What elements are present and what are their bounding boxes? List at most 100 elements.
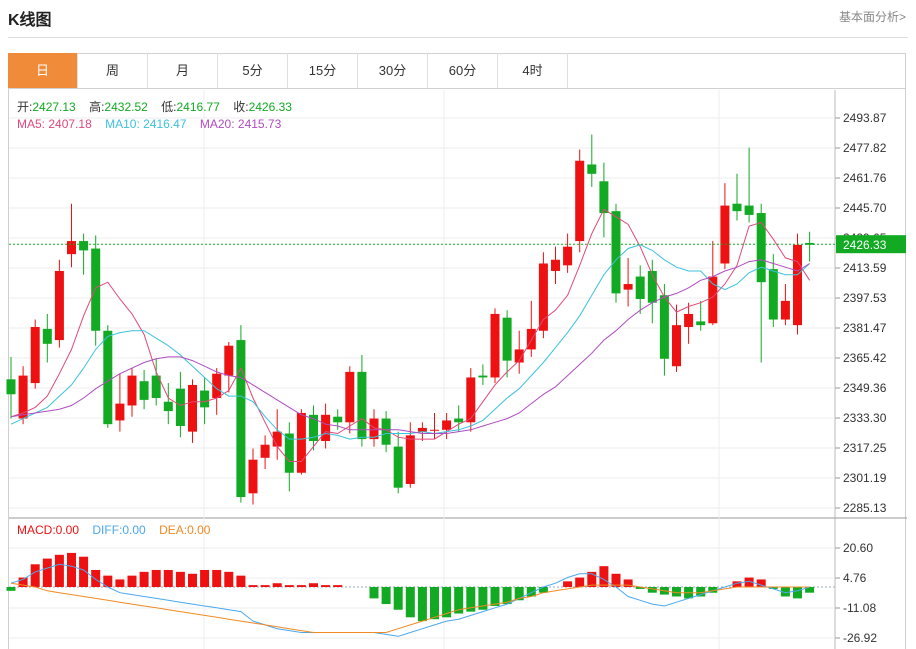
macd-bar [805, 587, 815, 593]
macd-tick-label: 4.76 [843, 571, 867, 585]
macd-bar [139, 571, 149, 588]
macd-bar [393, 587, 403, 610]
macd-bar [502, 587, 512, 605]
macd-bar [599, 566, 609, 588]
candle-body [188, 384, 197, 432]
macd-bar [563, 581, 573, 588]
candle-body [212, 373, 222, 399]
macd-bar [514, 587, 524, 601]
macd-bar [780, 587, 790, 597]
macd-bar [260, 585, 270, 588]
macd-bar [18, 577, 28, 588]
ma5-line [10, 208, 811, 462]
macd-bar [224, 571, 234, 588]
macd-bar [79, 556, 89, 588]
price-tick-label: 2285.13 [843, 501, 887, 515]
candle-body [587, 164, 597, 174]
candle-body [454, 418, 464, 423]
candle-body [563, 246, 573, 266]
macd-bar [478, 587, 488, 610]
candle-body [478, 375, 488, 378]
price-tick-label: 2301.19 [843, 471, 887, 485]
macd-bar [91, 569, 101, 588]
price-tick-label: 2365.42 [843, 351, 887, 365]
tab-month[interactable]: 月 [148, 53, 218, 88]
macd-bar [151, 569, 161, 588]
macd-bar [6, 587, 16, 591]
candle-body [103, 330, 113, 425]
ma20-line [10, 259, 810, 434]
tab-4hour[interactable]: 4时 [498, 53, 568, 88]
macd-bar [248, 585, 258, 588]
candle-body [756, 213, 766, 283]
tab-60min[interactable]: 60分 [428, 53, 498, 88]
candle-body [18, 375, 28, 419]
candle-body [30, 327, 40, 384]
candle-body [54, 270, 64, 341]
macd-bar [756, 579, 766, 588]
candle-body [272, 431, 282, 447]
macd-bar [236, 575, 246, 588]
tab-5min[interactable]: 5分 [218, 53, 288, 88]
macd-bar [708, 587, 718, 593]
price-tick-label: 2445.70 [843, 201, 887, 215]
candle-body [623, 284, 633, 290]
macd-tick-label: -11.08 [843, 601, 876, 615]
candle-body [151, 375, 161, 399]
tab-15min[interactable]: 15分 [288, 53, 358, 88]
candle-body [514, 349, 524, 363]
candle-body [538, 263, 548, 331]
price-tick-label: 2493.87 [843, 111, 887, 125]
macd-bar [54, 554, 64, 588]
tab-day[interactable]: 日 [8, 53, 78, 88]
macd-bar [526, 587, 536, 597]
macd-bar [417, 587, 427, 622]
macd-bar [127, 575, 137, 588]
price-tick-label: 2413.59 [843, 261, 887, 275]
price-tick-label: 2349.36 [843, 381, 887, 395]
ma10-readout: MA10: 2416.47 [105, 117, 187, 131]
candle-body [720, 205, 730, 264]
ma-readout: MA5: 2407.18 MA10: 2416.47 MA20: 2415.73 [17, 117, 291, 131]
ma5-readout: MA5: 2407.18 [17, 117, 92, 131]
candle-body [67, 241, 76, 255]
diff-value: DIFF:0.00 [92, 523, 146, 537]
macd-bar [442, 587, 452, 618]
diff-line [10, 563, 810, 637]
candle-body [296, 412, 306, 473]
candle-body [175, 388, 185, 427]
candle-body [575, 160, 585, 242]
macd-bar [284, 585, 294, 588]
close-readout: 收:2426.33 [233, 100, 292, 114]
macd-bar [611, 573, 621, 588]
macd-bar [309, 583, 318, 588]
open-readout: 开:2427.13 [17, 100, 76, 114]
candle-body [708, 276, 718, 324]
candle-body [405, 435, 415, 484]
candle-body [768, 269, 778, 320]
price-tick-label: 2381.47 [843, 321, 887, 335]
macd-bar [212, 569, 222, 588]
macd-bar [635, 587, 645, 589]
candle-body [502, 317, 512, 361]
ohlc-readout: 开:2427.13 高:2432.52 低:2416.77 收:2426.33 [17, 98, 302, 115]
macd-bar [188, 573, 197, 588]
high-readout: 高:2432.52 [89, 100, 148, 114]
macd-bar [696, 587, 706, 597]
candle-body [659, 295, 669, 359]
candle-body [309, 414, 318, 441]
candle-body [551, 259, 560, 271]
candle-body [357, 371, 367, 440]
fundamental-analysis-link[interactable]: 基本面分析> [838, 10, 906, 24]
candle-body [163, 401, 173, 412]
macd-bar [175, 571, 185, 588]
candle-body [466, 377, 476, 423]
candle-body [696, 321, 706, 326]
macd-bar [732, 581, 742, 588]
macd-bar [67, 552, 76, 588]
macd-bar [672, 587, 681, 597]
tab-week[interactable]: 周 [78, 53, 148, 88]
tab-30min[interactable]: 30分 [358, 53, 428, 88]
macd-bar [30, 564, 40, 588]
